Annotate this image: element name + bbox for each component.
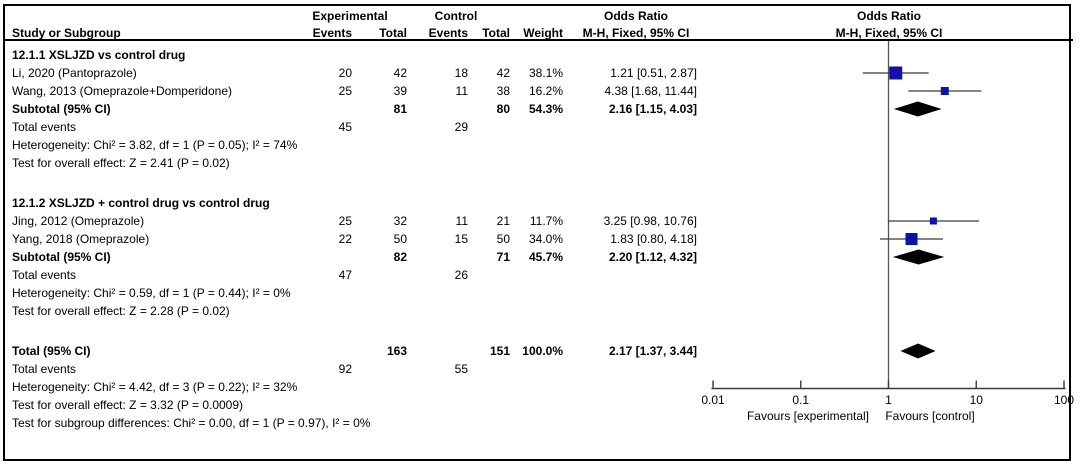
col-header-ctrl-total: Total [482,26,510,40]
header-underline [5,39,1073,41]
stat-text: Test for overall effect: Z = 3.32 (P = 0… [12,398,244,412]
axis-tick-label: 0.01 [701,393,725,407]
ctrl-total-cell: 151 [489,344,510,358]
col-header-exp-events: Events [312,26,352,40]
ctrl-total-cell: 21 [496,214,510,228]
axis-tick-label: 100 [1053,393,1075,407]
study-label: Wang, 2013 (Omeprazole+Domperidone) [12,84,233,98]
weight-cell: 54.3% [528,102,563,116]
ctrl-total-cell: 71 [496,250,510,264]
summary-diamond [893,101,942,117]
exp-events-cell: 92 [338,362,352,376]
estimate-text-cell: 1.21 [0.51, 2.87] [610,66,697,80]
ctrl-total-cell: 38 [496,84,510,98]
study-label: Yang, 2018 (Omeprazole) [12,232,150,246]
study-point-estimate [905,233,918,245]
stat-text: Total events [12,362,77,376]
col-header-or-method: M-H, Fixed, 95% CI [582,26,690,40]
col-header-control: Control [434,9,478,23]
estimate-text-cell: 2.17 [1.37, 3.44] [608,344,697,358]
weight-cell: 34.0% [528,232,563,246]
favours-right-label: Favours [control] [885,409,975,423]
summary-diamond [900,343,936,359]
stat-text: Heterogeneity: Chi² = 3.82, df = 1 (P = … [12,138,298,152]
exp-events-cell: 20 [338,66,352,80]
stat-text: Total events [12,120,77,134]
stat-text: Test for overall effect: Z = 2.41 (P = 0… [12,156,230,170]
summary-label: Subtotal (95% CI) [12,250,111,264]
exp-events-cell: 22 [338,232,352,246]
study-label: Li, 2020 (Pantoprazole) [12,66,137,80]
estimate-text-cell: 3.25 [0.98, 10.76] [603,214,697,228]
plot-header-or-method: M-H, Fixed, 95% CI [835,26,943,40]
ctrl-events-cell: 29 [454,120,468,134]
stat-text: Test for overall effect: Z = 2.28 (P = 0… [12,304,230,318]
ctrl-total-cell: 42 [496,66,510,80]
weight-cell: 100.0% [522,344,563,358]
exp-events-cell: 25 [338,84,352,98]
exp-total-cell: 163 [386,344,407,358]
axis-tick-label: 10 [969,393,983,407]
ctrl-total-cell: 80 [496,102,510,116]
study-point-estimate [940,87,949,95]
exp-total-cell: 42 [393,66,407,80]
favours-left-label: Favours [experimental] [746,409,870,423]
exp-total-cell: 50 [393,232,407,246]
summary-label: Total (95% CI) [12,344,91,358]
plot-header-odds-ratio: Odds Ratio [856,9,922,23]
weight-cell: 11.7% [529,214,563,228]
exp-total-cell: 82 [393,250,407,264]
exp-total-cell: 32 [393,214,407,228]
subgroup-title: 12.1.2 XSLJZD + control drug vs control … [12,196,270,210]
col-header-experimental: Experimental [312,9,388,23]
summary-diamond [892,249,945,265]
axis-tick-label: 0.1 [792,393,810,407]
weight-cell: 38.1% [528,66,563,80]
ctrl-events-cell: 15 [454,232,468,246]
estimate-text-cell: 2.16 [1.15, 4.03] [608,102,697,116]
weight-cell: 45.7% [528,250,563,264]
col-header-odds-ratio: Odds Ratio [603,9,669,23]
col-header-weight: Weight [523,26,563,40]
col-header-ctrl-events: Events [428,26,468,40]
stat-text: Heterogeneity: Chi² = 4.42, df = 3 (P = … [12,380,298,394]
study-point-estimate [929,217,937,225]
plot-border [3,4,1071,461]
exp-total-cell: 81 [393,102,407,116]
estimate-text-cell: 2.20 [1.12, 4.32] [608,250,697,264]
exp-events-cell: 25 [338,214,352,228]
stat-text: Test for subgroup differences: Chi² = 0.… [12,416,371,430]
estimate-text-cell: 1.83 [0.80, 4.18] [610,232,697,246]
axis-tick-label: 1 [885,393,892,407]
study-label: Jing, 2012 (Omeprazole) [12,214,145,228]
stat-text: Total events [12,268,77,282]
ctrl-events-cell: 26 [454,268,468,282]
summary-label: Subtotal (95% CI) [12,102,111,116]
ctrl-events-cell: 18 [454,66,468,80]
ctrl-events-cell: 11 [455,214,468,228]
exp-events-cell: 47 [338,268,352,282]
stat-text: Heterogeneity: Chi² = 0.59, df = 1 (P = … [12,286,291,300]
ctrl-events-cell: 55 [454,362,468,376]
weight-cell: 16.2% [528,84,563,98]
estimate-text-cell: 4.38 [1.68, 11.44] [604,84,697,98]
ctrl-total-cell: 50 [496,232,510,246]
exp-events-cell: 45 [338,120,352,134]
col-header-exp-total: Total [379,26,407,40]
col-header-study: Study or Subgroup [12,26,121,40]
study-point-estimate [889,66,903,80]
subgroup-title: 12.1.1 XSLJZD vs control drug [12,48,186,62]
ctrl-events-cell: 11 [455,84,468,98]
exp-total-cell: 39 [393,84,407,98]
